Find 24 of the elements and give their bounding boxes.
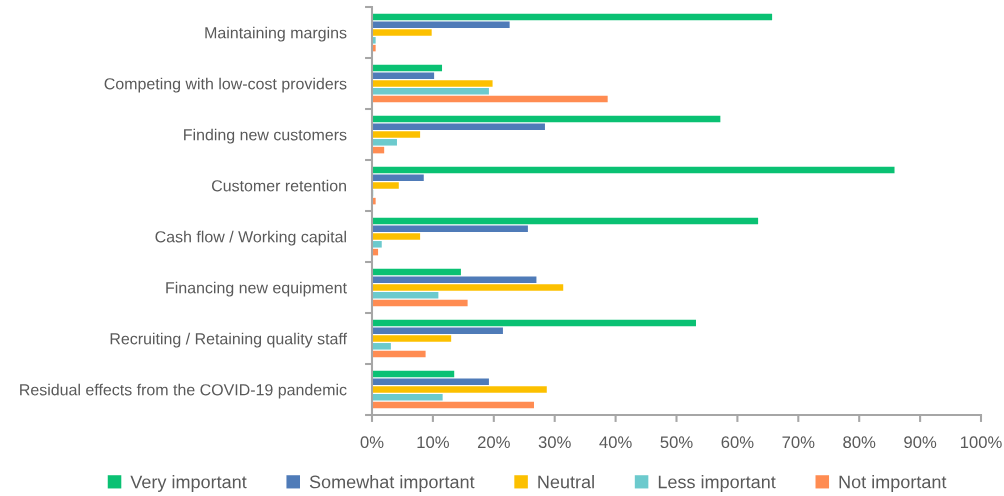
x-tick-label: 60%	[721, 436, 754, 449]
y-tick-label: Residual effects from the COVID-19 pandemic	[20, 383, 347, 399]
x-tick-label: 80%	[843, 436, 876, 449]
x-tick-label: 40%	[599, 436, 632, 449]
y-tick-label: Competing with low-cost providers	[104, 77, 347, 93]
x-tick-label: 70%	[782, 436, 815, 449]
y-tick-label: Finding new customers	[184, 128, 347, 144]
legend-label: Somewhat important	[309, 475, 475, 492]
x-tick-label: 10%	[417, 436, 449, 449]
y-tick-label: Cash flow / Working capital	[155, 230, 346, 246]
x-tick-label: 50%	[660, 436, 693, 449]
x-tick-label: 30%	[538, 436, 571, 449]
legend-label: Less important	[658, 475, 776, 492]
legend-label: Very important	[130, 475, 247, 492]
x-tick-label: 0%	[360, 436, 384, 449]
y-tick-label: Financing new equipment	[166, 281, 347, 297]
legend-label: Neutral	[538, 475, 594, 489]
x-tick-label: 90%	[904, 436, 937, 449]
y-tick-label: Recruiting / Retaining quality staff	[110, 332, 348, 348]
legend-label: Not important	[839, 475, 947, 492]
x-tick-label: 100%	[960, 436, 1002, 449]
y-tick-label: Customer retention	[211, 179, 346, 192]
y-tick-label: Maintaining margins	[205, 26, 347, 42]
x-tick-label: 20%	[477, 436, 510, 449]
